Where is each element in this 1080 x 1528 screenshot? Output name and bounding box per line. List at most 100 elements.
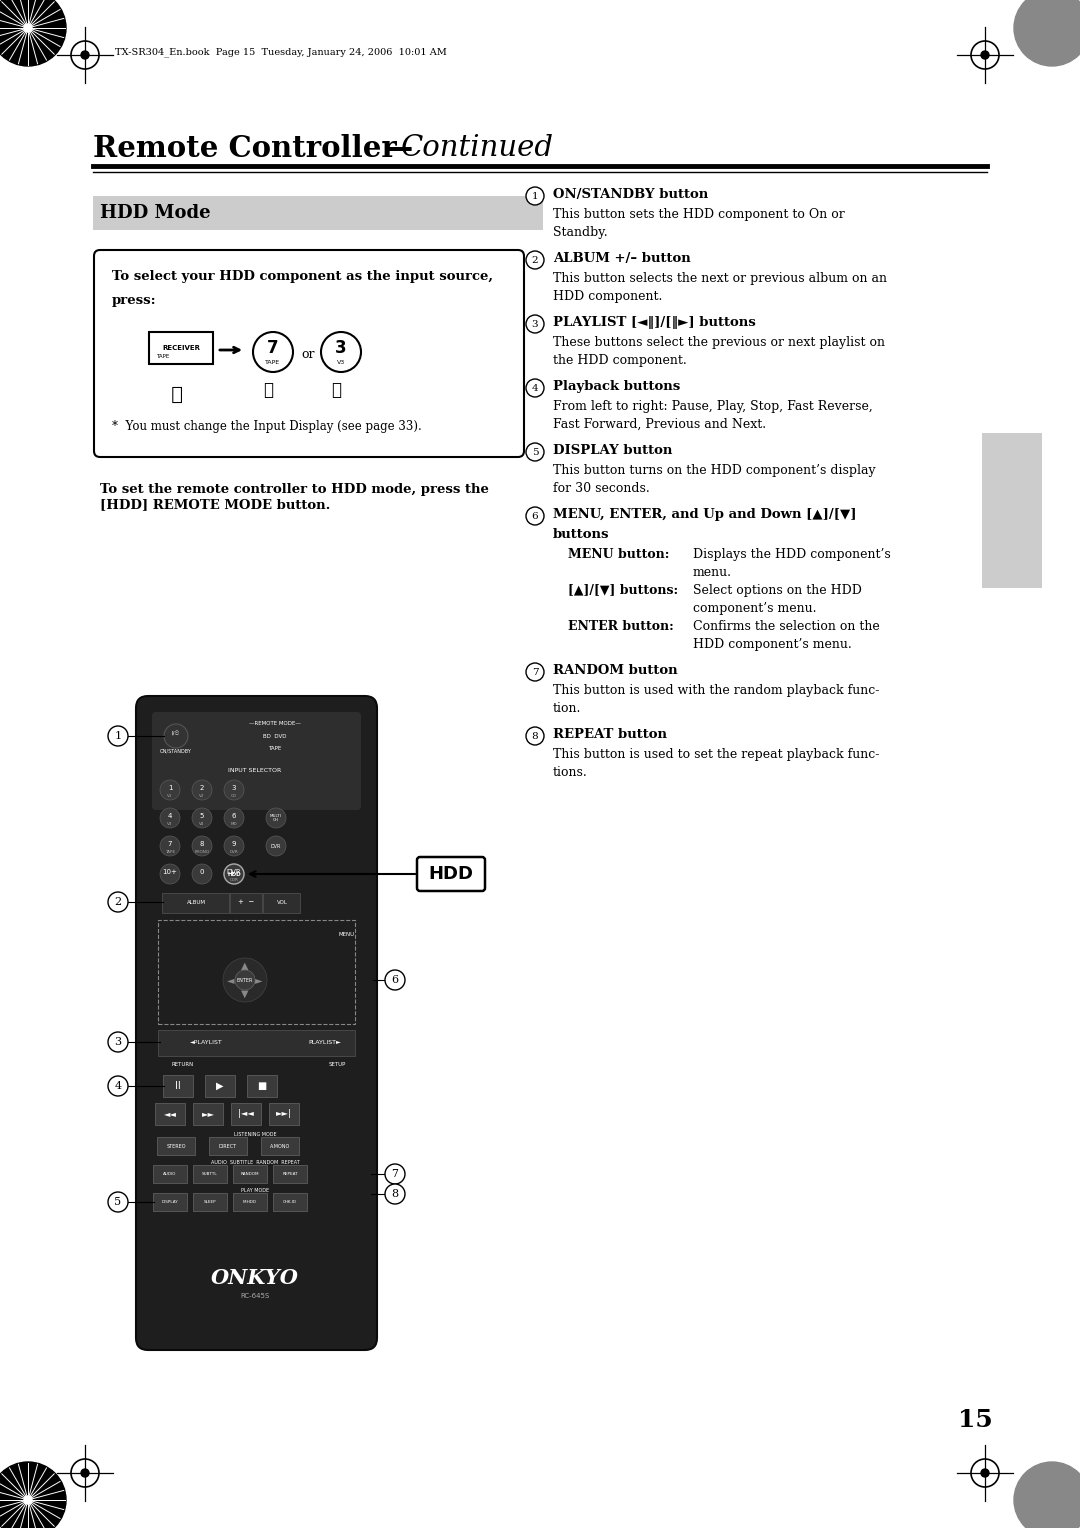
Circle shape (1014, 1462, 1080, 1528)
Circle shape (981, 1468, 989, 1478)
FancyBboxPatch shape (273, 1193, 307, 1212)
Text: 4: 4 (167, 813, 172, 819)
Text: ▲: ▲ (241, 961, 248, 970)
Text: 0: 0 (200, 869, 204, 876)
Text: Playback buttons: Playback buttons (553, 379, 680, 393)
Circle shape (384, 1184, 405, 1204)
Text: for 30 seconds.: for 30 seconds. (553, 481, 650, 495)
Circle shape (384, 1164, 405, 1184)
FancyBboxPatch shape (417, 857, 485, 891)
Text: 10+: 10+ (163, 869, 177, 876)
Circle shape (192, 836, 212, 856)
Circle shape (108, 1031, 129, 1051)
Circle shape (1014, 0, 1080, 66)
Text: TAPE: TAPE (165, 850, 175, 854)
Text: M.HDD: M.HDD (243, 1199, 257, 1204)
Circle shape (224, 808, 244, 828)
Circle shape (192, 779, 212, 801)
Text: AUDIO: AUDIO (163, 1172, 177, 1177)
Circle shape (160, 836, 180, 856)
Text: 6: 6 (232, 813, 237, 819)
FancyBboxPatch shape (149, 332, 213, 364)
FancyBboxPatch shape (261, 1137, 299, 1155)
Text: To set the remote controller to HDD mode, press the
[HDD] REMOTE MODE button.: To set the remote controller to HDD mode… (100, 483, 489, 510)
FancyBboxPatch shape (982, 432, 1042, 588)
Circle shape (81, 1468, 89, 1478)
Circle shape (192, 808, 212, 828)
Text: Fast Forward, Previous and Next.: Fast Forward, Previous and Next. (553, 417, 766, 431)
FancyBboxPatch shape (136, 695, 377, 1351)
Text: 1: 1 (167, 785, 172, 792)
Text: TAPE: TAPE (266, 359, 281, 365)
FancyBboxPatch shape (153, 1193, 187, 1212)
Text: REPEAT: REPEAT (282, 1172, 298, 1177)
Circle shape (160, 863, 180, 885)
Circle shape (526, 663, 544, 681)
Circle shape (224, 779, 244, 801)
Text: PLAYLIST►: PLAYLIST► (309, 1039, 341, 1045)
FancyBboxPatch shape (93, 196, 543, 231)
Text: DISPLAY: DISPLAY (162, 1199, 178, 1204)
Text: 5: 5 (531, 448, 538, 457)
Text: 1: 1 (114, 730, 122, 741)
Text: SETUP: SETUP (328, 1062, 346, 1067)
Circle shape (224, 836, 244, 856)
Text: PHONO: PHONO (194, 850, 210, 854)
Circle shape (108, 1192, 129, 1212)
Text: 👍: 👍 (264, 380, 273, 397)
Text: A.MONO: A.MONO (270, 1143, 291, 1149)
Text: 5: 5 (114, 1196, 122, 1207)
Text: [▲]/[▼] buttons:: [▲]/[▼] buttons: (568, 584, 678, 596)
Text: From left to right: Pause, Play, Stop, Fast Reverse,: From left to right: Pause, Play, Stop, F… (553, 399, 873, 413)
Text: V2: V2 (199, 795, 205, 798)
Text: 1: 1 (531, 191, 538, 200)
FancyBboxPatch shape (153, 1164, 187, 1183)
Text: RC-645S: RC-645S (241, 1293, 270, 1299)
FancyBboxPatch shape (157, 1137, 195, 1155)
Circle shape (160, 808, 180, 828)
Circle shape (224, 863, 244, 885)
Text: Continued: Continued (401, 134, 554, 162)
FancyBboxPatch shape (193, 1103, 222, 1125)
Circle shape (222, 958, 267, 1002)
Text: Standby.: Standby. (553, 226, 608, 238)
Text: 2: 2 (114, 897, 122, 908)
Text: ▼: ▼ (241, 989, 248, 999)
Text: PLAYLIST [◄‖]/[‖►] buttons: PLAYLIST [◄‖]/[‖►] buttons (553, 315, 756, 329)
FancyBboxPatch shape (162, 892, 229, 914)
Text: 9: 9 (232, 840, 237, 847)
Circle shape (24, 1496, 32, 1504)
Text: SLEEP: SLEEP (204, 1199, 216, 1204)
FancyBboxPatch shape (230, 892, 262, 914)
Text: the HDD component.: the HDD component. (553, 353, 687, 367)
Text: 3: 3 (114, 1038, 122, 1047)
Text: ►►|: ►►| (276, 1109, 292, 1118)
Text: 7: 7 (267, 339, 279, 358)
Text: MENU, ENTER, and Up and Down [▲]/[▼]: MENU, ENTER, and Up and Down [▲]/[▼] (553, 507, 856, 521)
Text: tion.: tion. (553, 701, 581, 715)
Text: MENU button:: MENU button: (568, 547, 670, 561)
Circle shape (108, 892, 129, 912)
Text: 5: 5 (200, 813, 204, 819)
Text: HDD component’s menu.: HDD component’s menu. (693, 637, 852, 651)
Text: V1: V1 (167, 795, 173, 798)
Text: DVR: DVR (271, 843, 281, 848)
Text: ◄: ◄ (227, 975, 234, 986)
Text: ■: ■ (257, 1080, 267, 1091)
Text: Remote Controller: Remote Controller (93, 133, 396, 162)
Text: VOL: VOL (276, 900, 287, 905)
Text: ►: ► (255, 975, 262, 986)
Text: REPEAT button: REPEAT button (553, 727, 667, 741)
FancyBboxPatch shape (233, 1193, 267, 1212)
FancyBboxPatch shape (156, 1103, 185, 1125)
Text: DVR: DVR (227, 869, 241, 876)
Text: ON/STANDBY: ON/STANDBY (160, 749, 192, 753)
Text: SUBTTL: SUBTTL (202, 1172, 218, 1177)
Text: This button turns on the HDD component’s display: This button turns on the HDD component’s… (553, 463, 876, 477)
Text: 3: 3 (232, 785, 237, 792)
Text: 7: 7 (167, 840, 172, 847)
Text: 3: 3 (335, 339, 347, 358)
Text: MD: MD (231, 822, 238, 827)
Circle shape (160, 779, 180, 801)
Circle shape (81, 50, 89, 60)
